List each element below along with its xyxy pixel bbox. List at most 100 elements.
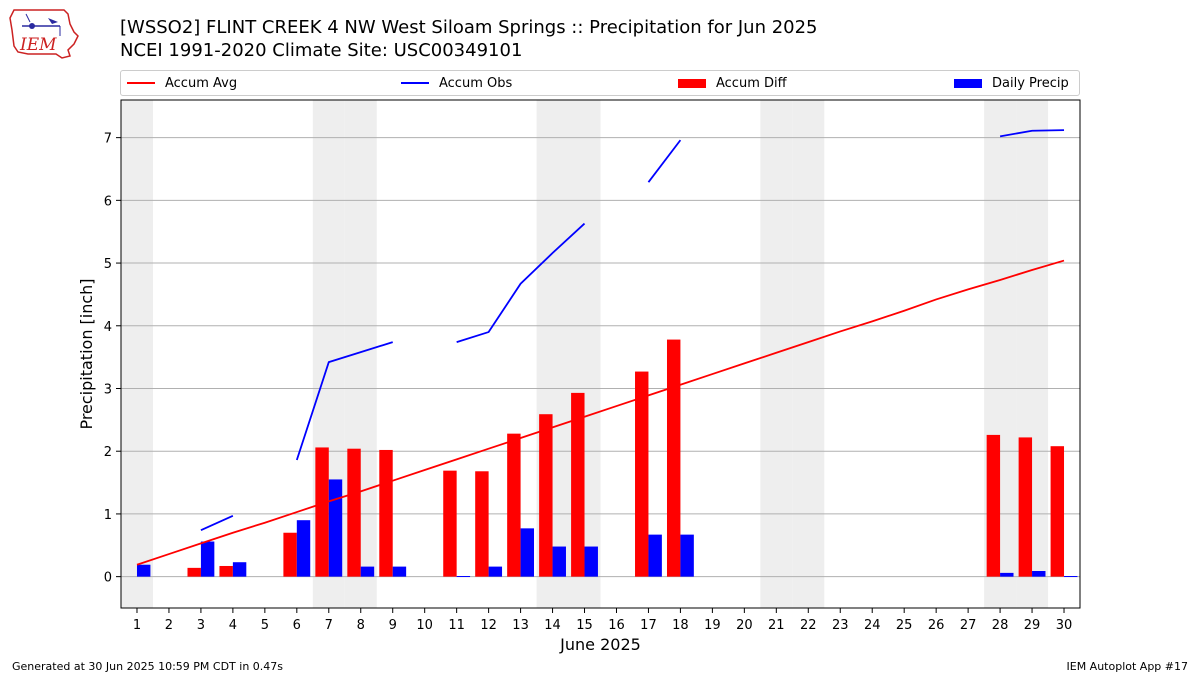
x-tick-label: 27 [960,618,977,633]
line-accum-obs [647,139,682,183]
bar-accum-diff [1018,437,1033,577]
legend-item-daily-precip: Daily Precip [954,71,1069,95]
y-tick-label: 2 [104,445,112,460]
bar-accum-diff [315,447,329,577]
bar-accum-diff [539,414,553,577]
line-accum-obs [999,129,1065,138]
bar-daily-precip [136,564,151,577]
x-tick-label: 9 [389,618,397,633]
bar-daily-precip [552,546,566,577]
legend-swatch-daily-precip [954,78,982,88]
x-tick-label: 24 [864,618,881,633]
y-tick-label: 5 [104,257,112,272]
x-tick-label: 1 [133,618,141,633]
app-label: IEM Autoplot App #17 [1066,660,1189,673]
x-tick-label: 8 [357,618,365,633]
bar-daily-precip [232,562,247,577]
x-tick-label: 20 [736,618,753,633]
weekend-shade [121,100,153,608]
y-tick-label: 7 [104,132,112,147]
chart-title: [WSSO2] FLINT CREEK 4 NW West Siloam Spr… [120,17,818,38]
bar-accum-diff [379,449,393,577]
bar-accum-diff [347,448,361,577]
x-tick-label: 7 [325,618,333,633]
x-tick-label: 29 [1024,618,1041,633]
legend-label-accum-avg: Accum Avg [165,75,238,91]
x-tick-label: 12 [480,618,497,633]
bar-accum-diff [443,470,457,577]
weekend-shade [760,100,793,608]
x-tick-label: 11 [448,618,465,633]
bar-daily-precip [584,546,598,577]
iem-logo: IEM [9,9,79,59]
bar-daily-precip [648,534,662,577]
bar-accum-diff [635,371,649,577]
bar-daily-precip [360,566,375,577]
x-tick-label: 30 [1056,618,1073,633]
bar-daily-precip [392,566,407,577]
x-tick-label: 28 [992,618,1009,633]
x-tick-label: 14 [544,618,561,633]
y-tick-label: 1 [104,508,112,523]
legend-item-accum-diff: Accum Diff [678,71,787,95]
bar-accum-diff [666,339,681,577]
x-tick-label: 17 [640,618,657,633]
bar-daily-precip [680,534,694,577]
x-tick-label: 3 [197,618,205,633]
bar-daily-precip [1032,570,1046,577]
chart-subtitle: NCEI 1991-2020 Climate Site: USC00349101 [120,40,523,61]
y-tick-label: 4 [104,320,112,335]
legend-item-accum-avg: Accum Avg [127,71,237,95]
x-tick-label: 13 [512,618,529,633]
x-tick-label: 19 [704,618,721,633]
bar-daily-precip [488,566,503,577]
x-tick-label: 25 [896,618,913,633]
weekend-shade [792,100,825,608]
bar-daily-precip [1000,572,1014,577]
legend-item-accum-obs: Accum Obs [401,71,512,95]
y-axis-label: Precipitation [inch] [77,278,96,429]
legend-swatch-accum-avg [127,82,155,84]
x-tick-label: 21 [768,618,785,633]
x-tick-label: 2 [165,618,173,633]
x-tick-label: 22 [800,618,817,633]
bar-accum-diff [187,567,201,577]
line-accum-obs [295,341,393,461]
bar-daily-precip [456,576,471,578]
logo-text: IEM [19,35,57,55]
x-tick-label: 18 [672,618,689,633]
bar-accum-diff [283,532,297,577]
bar-accum-diff [1050,446,1065,577]
y-tick-label: 0 [104,571,112,586]
plot-frame [120,99,1081,609]
generated-timestamp: Generated at 30 Jun 2025 10:59 PM CDT in… [12,660,284,673]
x-tick-label: 23 [832,618,849,633]
bar-accum-diff [986,434,1001,577]
line-accum-avg [136,259,1065,566]
bar-daily-precip [200,541,215,577]
bar-accum-diff [219,565,233,577]
bar-daily-precip [520,528,535,577]
x-tick-label: 16 [608,618,625,633]
x-tick-label: 10 [416,618,433,633]
legend: Accum Avg Accum Obs Accum Diff Daily Pre… [120,70,1080,96]
y-tick-label: 3 [104,382,112,397]
bar-accum-diff [571,392,585,577]
legend-label-accum-diff: Accum Diff [716,75,787,91]
y-tick-label: 6 [104,194,112,209]
bar-daily-precip [296,520,311,577]
x-tick-label: 6 [293,618,301,633]
x-tick-label: 26 [928,618,945,633]
legend-label-daily-precip: Daily Precip [992,75,1069,91]
legend-label-accum-obs: Accum Obs [439,75,513,91]
bar-accum-diff [507,433,521,577]
bar-accum-diff [475,471,489,577]
legend-swatch-accum-diff [678,78,706,88]
bar-daily-precip [328,479,343,577]
x-tick-label: 4 [229,618,237,633]
line-accum-obs [200,514,234,532]
x-tick-label: 15 [576,618,593,633]
line-accum-obs [456,222,586,343]
bar-daily-precip [1064,576,1078,578]
